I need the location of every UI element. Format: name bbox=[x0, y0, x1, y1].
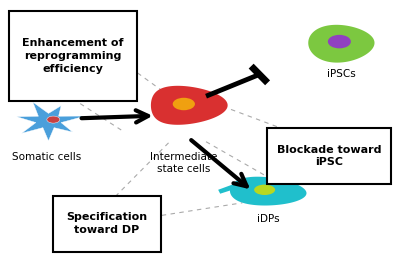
Polygon shape bbox=[308, 25, 375, 63]
Polygon shape bbox=[17, 102, 85, 141]
Ellipse shape bbox=[328, 35, 351, 48]
Text: Somatic cells: Somatic cells bbox=[12, 152, 81, 162]
Ellipse shape bbox=[47, 116, 60, 123]
Text: iPSCs: iPSCs bbox=[327, 69, 356, 79]
FancyBboxPatch shape bbox=[9, 11, 137, 101]
FancyBboxPatch shape bbox=[267, 128, 391, 184]
Text: iDPs: iDPs bbox=[257, 214, 280, 224]
Polygon shape bbox=[230, 177, 307, 205]
Polygon shape bbox=[151, 86, 228, 125]
Text: Blockade toward
iPSC: Blockade toward iPSC bbox=[277, 145, 381, 167]
Text: Specification
toward DP: Specification toward DP bbox=[67, 212, 147, 235]
Polygon shape bbox=[218, 185, 236, 194]
Text: Intermediate
state cells: Intermediate state cells bbox=[150, 152, 217, 174]
Ellipse shape bbox=[254, 185, 275, 195]
Ellipse shape bbox=[173, 98, 195, 110]
Text: Enhancement of
reprogramming
efficiency: Enhancement of reprogramming efficiency bbox=[22, 38, 124, 74]
FancyBboxPatch shape bbox=[53, 196, 161, 252]
